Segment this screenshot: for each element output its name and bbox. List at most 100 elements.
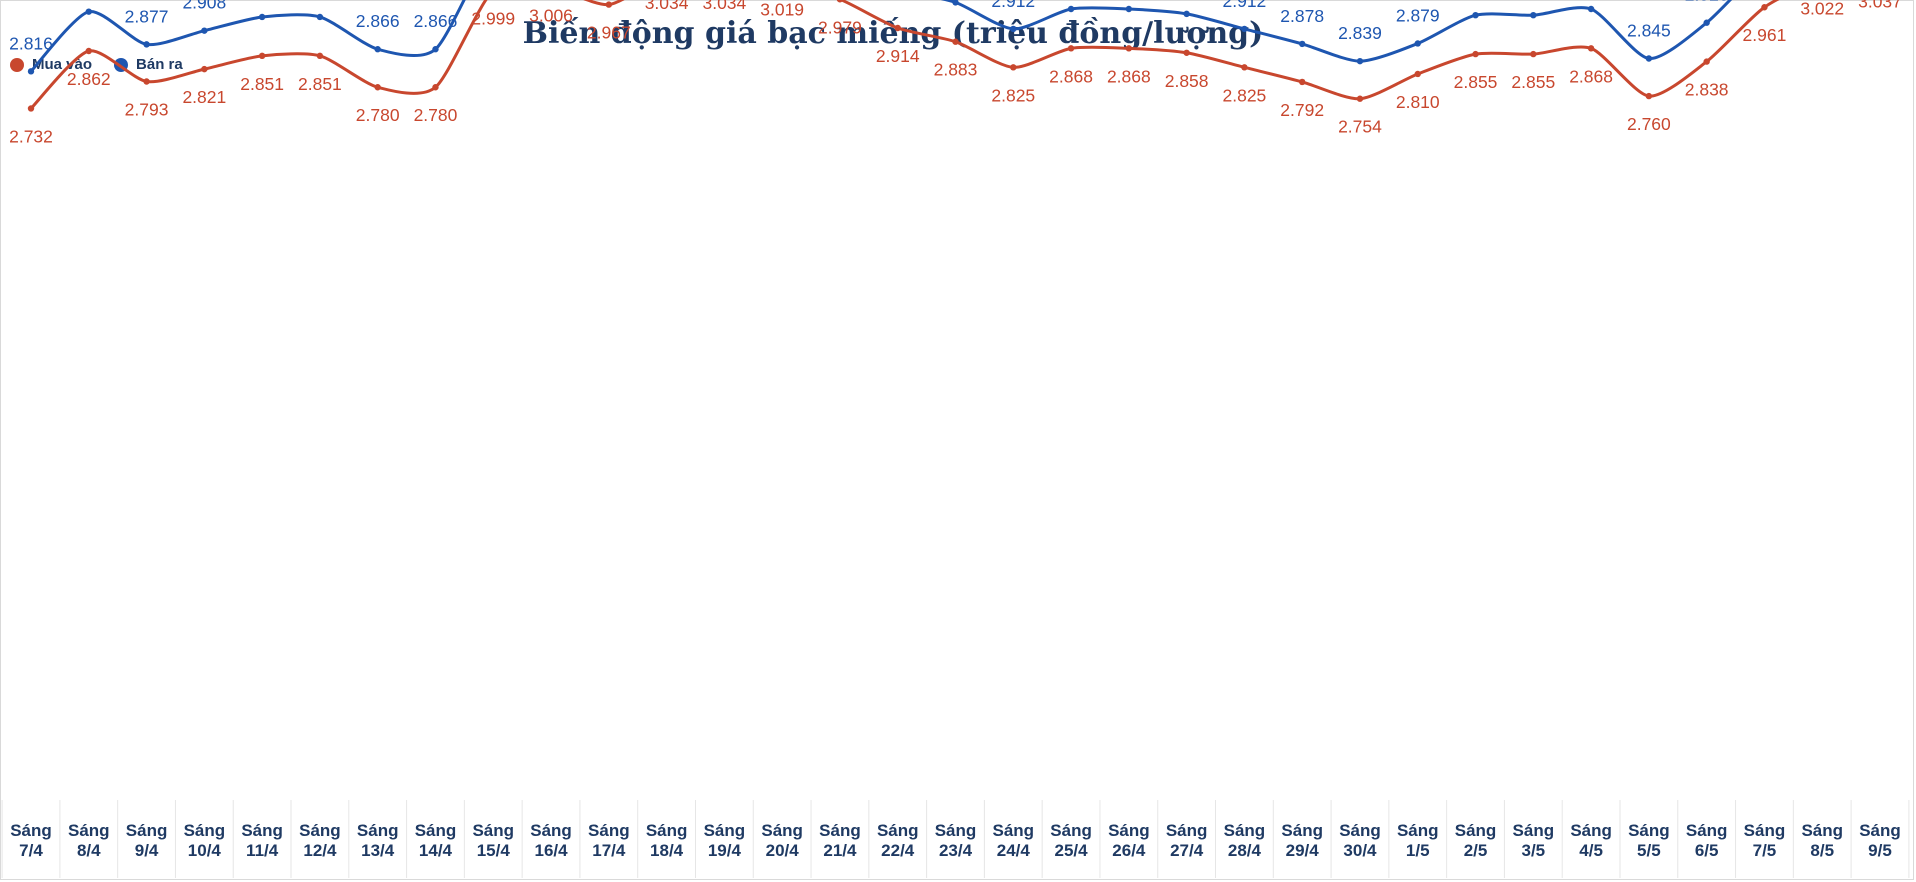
x-tick-label: Sáng 20/4 [761, 821, 803, 860]
data-label-sell: 2.908 [182, 0, 226, 13]
point-sell [1645, 55, 1653, 62]
x-tick-label: Sáng 21/4 [819, 821, 861, 860]
data-label-buy: 2.780 [356, 105, 400, 125]
point-buy [1183, 49, 1190, 56]
point-sell [1703, 19, 1710, 26]
x-tick-label: Sáng 13/4 [357, 821, 399, 860]
legend-buy-marker [10, 57, 24, 72]
data-label-buy: 3.037 [1858, 0, 1902, 12]
point-sell [1356, 57, 1364, 65]
data-label-buy: 3.034 [645, 0, 689, 13]
point-buy [1530, 50, 1537, 58]
data-label-sell: 2.866 [414, 11, 458, 31]
data-label-buy: 2.862 [67, 69, 111, 89]
data-label-buy: 2.855 [1511, 72, 1555, 92]
point-sell [1472, 11, 1479, 19]
point-buy [85, 47, 92, 55]
x-tick-label: Sáng 7/5 [1744, 821, 1786, 860]
data-label-buy: 2.961 [1743, 25, 1787, 45]
data-label-buy: 2.851 [240, 74, 284, 94]
x-tick-label: Sáng 29/4 [1281, 821, 1323, 860]
point-buy [836, 0, 844, 3]
data-label-buy: 2.838 [1685, 80, 1729, 100]
point-sell [1587, 5, 1595, 13]
point-sell [85, 8, 92, 15]
x-tick-label: Sáng 9/5 [1859, 821, 1901, 860]
x-tick-label: Sáng 8/4 [68, 821, 110, 860]
data-label-buy: 2.760 [1627, 114, 1671, 134]
data-label-buy: 2.825 [991, 85, 1035, 105]
point-sell [1183, 10, 1190, 18]
data-label-sell: 2.912 [991, 0, 1035, 11]
point-buy [894, 24, 901, 32]
point-sell [1241, 25, 1248, 33]
point-sell [1298, 40, 1306, 48]
data-label-buy: 2.967 [587, 23, 631, 43]
point-sell [1010, 25, 1017, 33]
data-label-buy: 2.883 [934, 60, 978, 80]
point-buy [143, 78, 150, 85]
point-buy [1761, 4, 1768, 11]
data-label-buy: 2.825 [1223, 85, 1267, 105]
point-buy [1298, 78, 1306, 86]
data-label-buy: 3.034 [702, 0, 746, 13]
x-tick-label: Sáng 26/4 [1108, 821, 1150, 860]
data-label-sell: 2.816 [9, 33, 53, 53]
point-sell [952, 0, 959, 6]
x-tick-label: Sáng 23/4 [935, 821, 977, 860]
point-sell [27, 68, 35, 75]
x-tick-label: Sáng 19/4 [704, 821, 746, 860]
data-label-sell: 2.926 [1685, 0, 1729, 5]
x-tick-label: Sáng 6/5 [1686, 821, 1728, 860]
point-sell [1067, 5, 1075, 13]
point-buy [952, 38, 959, 45]
chart-title: Biến động giá bạc miếng (triệu đồng/lượn… [522, 16, 1264, 51]
point-sell [258, 13, 266, 21]
x-tick-label: Sáng 8/5 [1801, 821, 1843, 860]
point-sell [1414, 40, 1421, 47]
data-label-buy: 2.732 [9, 126, 53, 146]
data-label-buy: 2.858 [1165, 71, 1209, 91]
data-label-sell: 2.845 [1627, 21, 1671, 41]
data-label-buy: 2.868 [1107, 66, 1151, 86]
data-label-buy: 2.868 [1569, 66, 1613, 86]
point-buy [1645, 92, 1653, 100]
point-buy [1356, 95, 1364, 102]
x-tick-label: Sáng 14/4 [415, 821, 457, 860]
point-sell [143, 41, 150, 48]
x-tick-label: Sáng 25/4 [1050, 821, 1092, 860]
x-tick-label: Sáng 1/5 [1397, 821, 1439, 860]
data-label-sell: 2.879 [1396, 5, 1440, 25]
data-label-sell: 2.839 [1338, 23, 1382, 43]
point-buy [201, 65, 208, 73]
x-tick-label: Sáng 30/4 [1339, 821, 1381, 860]
point-sell [201, 27, 208, 34]
data-label-buy: 2.868 [1049, 66, 1093, 86]
point-sell [316, 13, 324, 21]
point-buy [1472, 50, 1479, 58]
point-sell [1530, 11, 1537, 19]
data-label-buy: 3.006 [529, 5, 573, 25]
data-label-buy: 3.022 [1800, 0, 1844, 18]
x-tick-label: Sáng 7/4 [10, 821, 52, 860]
point-buy [1587, 45, 1595, 52]
x-tick-label: Sáng 3/5 [1513, 821, 1555, 860]
data-label-buy: 2.855 [1454, 72, 1498, 92]
data-label-buy: 2.780 [414, 105, 458, 125]
data-label-buy: 2.821 [182, 87, 226, 107]
point-buy [27, 105, 35, 112]
x-tick-label: Sáng 4/5 [1570, 821, 1612, 860]
data-label-buy: 2.793 [125, 99, 169, 119]
data-label-buy: 3.019 [760, 0, 804, 20]
x-tick-label: Sáng 28/4 [1224, 821, 1266, 860]
x-tick-label: Sáng 11/4 [241, 821, 283, 860]
point-buy [1010, 64, 1017, 71]
data-label-buy: 2.792 [1280, 100, 1324, 120]
point-buy [374, 84, 381, 91]
x-tick-label: Sáng 17/4 [588, 821, 630, 860]
data-label-buy: 2.851 [298, 74, 342, 94]
x-tick-label: Sáng 10/4 [184, 821, 226, 860]
x-tick-label: Sáng 2/5 [1455, 821, 1497, 860]
data-label-buy: 2.754 [1338, 117, 1382, 137]
data-label-sell: 2.912 [1223, 0, 1267, 11]
